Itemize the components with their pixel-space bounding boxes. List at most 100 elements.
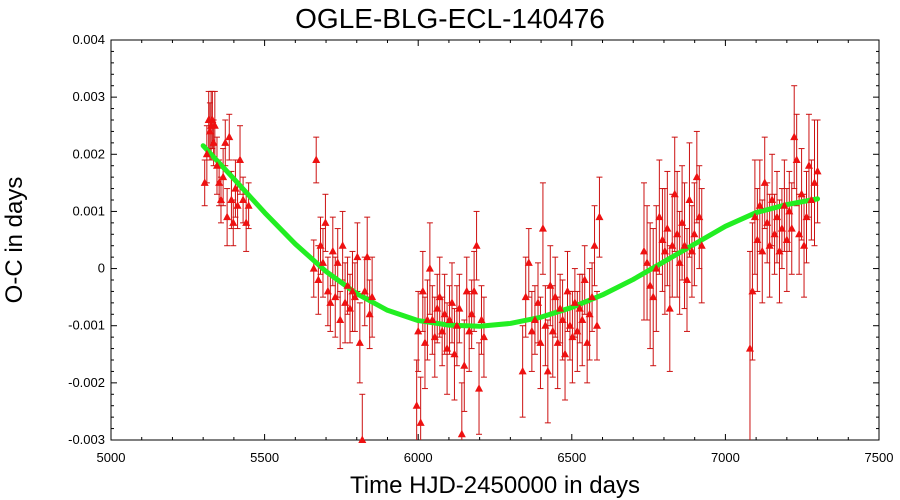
data-point-triangle bbox=[690, 229, 699, 238]
x-tick-label: 5500 bbox=[250, 450, 279, 465]
data-point-triangle bbox=[477, 315, 486, 323]
data-point-triangle bbox=[239, 195, 248, 203]
data-point-triangle bbox=[348, 286, 357, 295]
fit-curve-group bbox=[200, 143, 821, 329]
data-point-triangle bbox=[205, 126, 214, 135]
data-point-triangle bbox=[652, 264, 661, 272]
data-point-triangle bbox=[678, 218, 687, 226]
data-point-triangle bbox=[202, 149, 211, 158]
data-point-triangle bbox=[695, 212, 704, 221]
data-point-triangle bbox=[231, 184, 240, 192]
y-tick-label: 0.002 bbox=[72, 146, 105, 161]
data-point-triangle bbox=[433, 304, 442, 312]
y-tick-label: 0 bbox=[98, 261, 105, 276]
data-point-triangle bbox=[233, 201, 242, 209]
data-point-triangle bbox=[443, 344, 452, 352]
data-point-triangle bbox=[585, 309, 594, 318]
data-point-triangle bbox=[244, 201, 253, 209]
data-point-triangle bbox=[318, 258, 327, 266]
data-point-triangle bbox=[316, 241, 325, 249]
data-point-triangle bbox=[321, 218, 330, 226]
data-point-triangle bbox=[338, 241, 347, 249]
data-point-triangle bbox=[460, 361, 469, 369]
data-point-triangle bbox=[568, 332, 577, 341]
data-point-triangle bbox=[331, 292, 340, 301]
data-point-triangle bbox=[583, 338, 592, 346]
data-point-triangle bbox=[551, 292, 560, 301]
data-point-triangle bbox=[770, 229, 779, 238]
data-point-triangle bbox=[209, 138, 218, 146]
data-point-triangle bbox=[418, 286, 427, 295]
data-point-triangle bbox=[792, 155, 801, 163]
data-point-triangle bbox=[455, 304, 464, 312]
data-point-triangle bbox=[658, 235, 667, 243]
data-point-triangle bbox=[368, 292, 377, 301]
data-point-triangle bbox=[343, 281, 352, 289]
data-point-triangle bbox=[530, 315, 539, 323]
data-point-triangle bbox=[438, 326, 447, 335]
y-axis-ticks: -0.003 -0.002 -0.001 0 0.001 0.002 0.003 0.004 bbox=[68, 32, 879, 447]
data-point-triangle bbox=[578, 315, 587, 323]
data-point-triangle bbox=[561, 349, 570, 358]
data-point-triangle bbox=[355, 338, 364, 346]
data-point-triangle bbox=[336, 315, 345, 323]
data-point-triangle bbox=[428, 315, 437, 323]
data-point-triangle bbox=[777, 224, 786, 232]
data-point-triangle bbox=[534, 298, 543, 306]
chart-title: OGLE-BLG-ECL-140476 bbox=[295, 3, 605, 34]
data-point-triangle bbox=[414, 326, 423, 335]
x-tick-label: 6000 bbox=[404, 450, 433, 465]
data-point-triangle bbox=[697, 241, 706, 249]
data-point-triangle bbox=[524, 258, 533, 266]
data-point-triangle bbox=[430, 332, 439, 341]
data-point-triangle bbox=[212, 161, 221, 169]
data-point-triangle bbox=[242, 218, 251, 226]
data-point-triangle bbox=[309, 264, 318, 272]
data-point-triangle bbox=[670, 189, 679, 198]
x-axis-title: Time HJD-2450000 in days bbox=[350, 472, 640, 499]
data-point-triangle bbox=[236, 155, 245, 163]
data-point-triangle bbox=[810, 178, 819, 186]
data-point-triangle bbox=[425, 264, 434, 272]
data-point-triangle bbox=[668, 241, 677, 249]
data-point-triangle bbox=[521, 292, 530, 301]
data-point-triangle bbox=[467, 309, 476, 318]
data-point-triangle bbox=[200, 178, 209, 186]
data-point-triangle bbox=[782, 235, 791, 243]
data-point-triangle bbox=[323, 286, 332, 295]
data-point-triangle bbox=[595, 212, 604, 221]
plot-frame-group bbox=[110, 39, 880, 441]
data-point-triangle bbox=[683, 275, 691, 283]
data-point-triangle bbox=[745, 344, 754, 352]
data-point-triangle bbox=[353, 252, 362, 261]
data-point-triangle bbox=[790, 132, 799, 141]
data-point-triangle bbox=[527, 326, 536, 335]
data-point-triangle bbox=[208, 115, 217, 123]
data-point-triangle bbox=[225, 132, 234, 141]
data-point-triangle bbox=[780, 201, 789, 209]
data-point-triangle bbox=[748, 286, 757, 295]
data-point-triangle bbox=[813, 166, 822, 175]
data-point-triangle bbox=[462, 286, 471, 295]
data-point-triangle bbox=[797, 189, 806, 198]
data-point-triangle bbox=[312, 155, 321, 163]
data-point-triangle bbox=[649, 292, 658, 301]
data-point-triangle bbox=[750, 212, 759, 221]
data-point-triangle bbox=[768, 195, 777, 203]
data-point-triangle bbox=[341, 298, 350, 306]
data-point-triangle bbox=[804, 161, 813, 169]
data-point-triangle bbox=[416, 418, 425, 426]
data-point-triangle bbox=[543, 366, 552, 375]
data-point-triangle bbox=[219, 172, 228, 181]
data-point-triangle bbox=[758, 246, 767, 255]
fit-curve-line bbox=[200, 143, 821, 329]
data-point-triangle bbox=[580, 275, 589, 283]
data-point-triangle bbox=[588, 292, 597, 301]
data-point-triangle bbox=[465, 326, 474, 335]
x-tick-label: 7000 bbox=[711, 450, 740, 465]
y-tick-label: 0.001 bbox=[72, 203, 105, 218]
data-point-triangle bbox=[412, 401, 421, 409]
data-point-triangle bbox=[333, 258, 342, 266]
y-tick-label: 0.003 bbox=[72, 89, 105, 104]
